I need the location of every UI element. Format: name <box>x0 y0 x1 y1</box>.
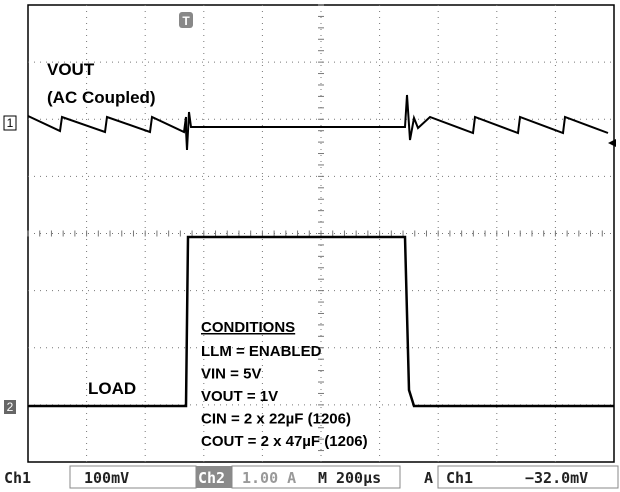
label: VOUT <box>47 60 95 79</box>
status-bar: Ch1 100mV Ch2 1.00 A M 200µs A Ch1 −32.0… <box>4 466 618 488</box>
condition-line: VOUT = 1V <box>201 388 278 405</box>
ch1-marker: 1 <box>4 116 16 130</box>
trigger-marker: T <box>179 12 193 28</box>
status-text: Ch2 <box>198 469 225 487</box>
status-text: Ch1 <box>446 469 473 487</box>
page: {"labels": {"vout": "VOUT", "coupling": … <box>0 0 620 492</box>
status-text: M <box>318 469 327 487</box>
status-text: −32.0mV <box>525 469 588 487</box>
status-text: 200µs <box>336 469 381 487</box>
status-text: 100mV <box>84 469 129 487</box>
status-text: Ch1 <box>4 469 31 487</box>
scope-screen: 1 2 T VOUT (AC Coupled) LOAD CONDITIONS … <box>0 0 620 492</box>
conditions-title: CONDITIONS <box>201 319 295 336</box>
condition-line: LLM = ENABLED <box>201 343 322 360</box>
marker-text: T <box>182 14 190 28</box>
marker-text: 2 <box>7 400 14 414</box>
label: LOAD <box>88 379 136 398</box>
condition-line: VIN = 5V <box>201 366 261 383</box>
status-text: 1.00 A <box>242 469 296 487</box>
condition-line: CIN = 2 x 22µF (1206) <box>201 411 351 428</box>
status-text: A <box>424 469 433 487</box>
marker-text: 1 <box>7 116 14 130</box>
condition-line: COUT = 2 x 47µF (1206) <box>201 433 368 450</box>
ch2-marker: 2 <box>4 400 16 414</box>
label: (AC Coupled) <box>47 88 156 107</box>
